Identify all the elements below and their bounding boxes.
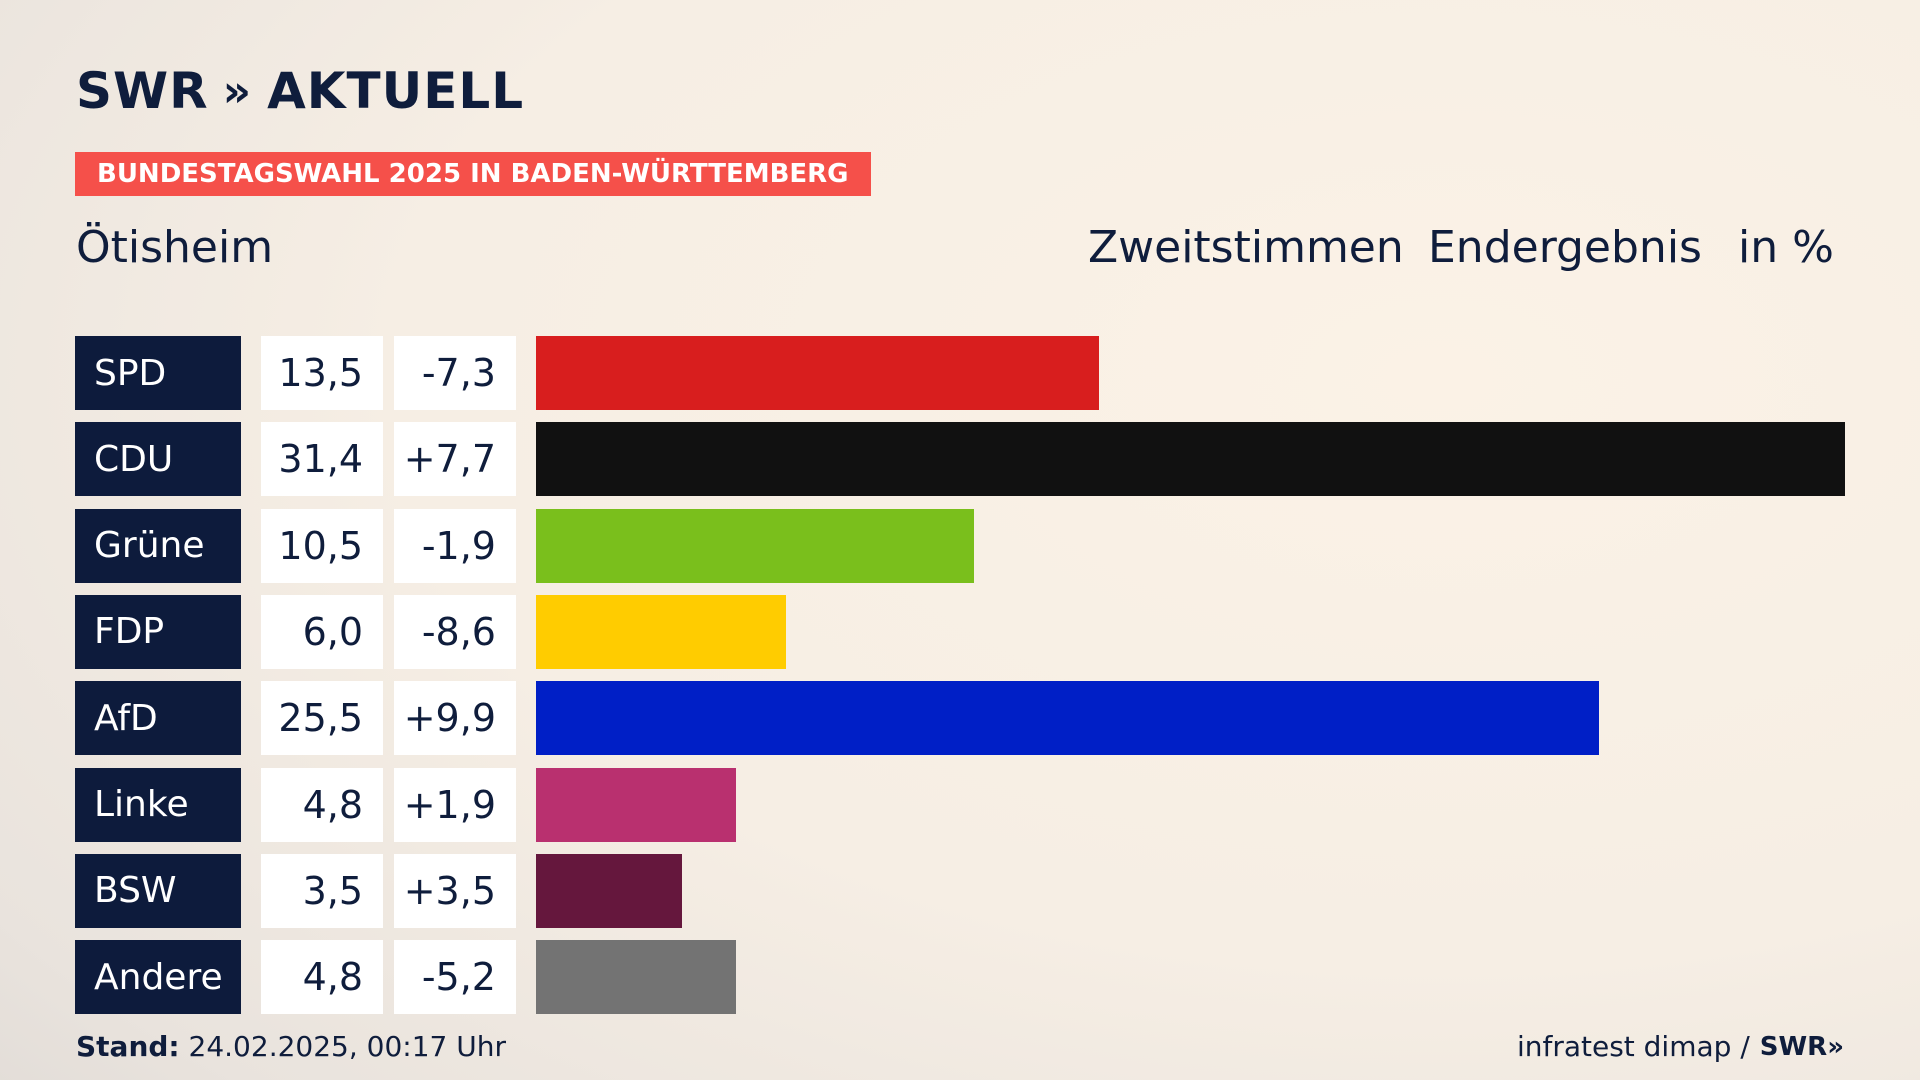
chart-row: SPD 13,5 -7,3 [75, 336, 1845, 410]
change-label: +9,9 [394, 681, 516, 756]
result-bar [536, 853, 682, 928]
stand-value: 24.02.2025, 00:17 Uhr [188, 1030, 506, 1063]
change-label: -7,3 [394, 336, 516, 410]
logo-chevrons-icon: » [222, 65, 252, 117]
result-bar [536, 681, 1600, 756]
party-label: Grüne [75, 508, 241, 583]
party-label: SPD [75, 336, 241, 410]
swr-aktuell-logo: SWR» AKTUELL [76, 62, 524, 120]
party-label: CDU [75, 422, 241, 497]
logo-swr-text: SWR [76, 62, 209, 120]
party-label: Linke [75, 767, 241, 842]
vote-share-label: 3,5 [261, 853, 383, 928]
result-bar [536, 508, 974, 583]
vote-share-label: 6,0 [261, 594, 383, 669]
vote-share-label: 10,5 [261, 508, 383, 583]
party-label: FDP [75, 594, 241, 669]
logo-aktuell-text: AKTUELL [267, 62, 525, 120]
chart-row: AfD 25,5 +9,9 [75, 681, 1845, 756]
metric-label: Zweitstimmen [1088, 222, 1404, 273]
chart-row: FDP 6,0 -8,6 [75, 594, 1845, 669]
chart-row: Linke 4,8 +1,9 [75, 767, 1845, 842]
chart-row: BSW 3,5 +3,5 [75, 853, 1845, 928]
timestamp: Stand: 24.02.2025, 00:17 Uhr [76, 1030, 506, 1063]
party-label: AfD [75, 681, 241, 756]
vote-share-label: 13,5 [261, 336, 383, 410]
swr-mini-logo: SWR» [1759, 1031, 1844, 1062]
result-bar [536, 767, 737, 842]
source-credit: infratest dimap / SWR» [1517, 1030, 1844, 1063]
result-bar [536, 940, 737, 1015]
election-banner: BUNDESTAGSWAHL 2025 IN BADEN-WÜRTTEMBERG [75, 152, 871, 196]
change-label: +3,5 [394, 853, 516, 928]
result-bar [536, 594, 787, 669]
party-label: BSW [75, 853, 241, 928]
change-label: -5,2 [394, 940, 516, 1015]
vote-share-label: 31,4 [261, 422, 383, 497]
chart-row: Andere 4,8 -5,2 [75, 940, 1845, 1015]
vote-share-label: 4,8 [261, 767, 383, 842]
change-label: -1,9 [394, 508, 516, 583]
vote-share-label: 4,8 [261, 940, 383, 1015]
chart-row: CDU 31,4 +7,7 [75, 422, 1845, 497]
unit-label: in % [1738, 222, 1834, 273]
change-label: -8,6 [394, 594, 516, 669]
chart-row: Grüne 10,5 -1,9 [75, 508, 1845, 583]
party-label: Andere [75, 940, 241, 1015]
stand-label: Stand: [76, 1030, 180, 1063]
source-text: infratest dimap / [1516, 1030, 1750, 1063]
result-bar [536, 336, 1099, 410]
municipality-title: Ötisheim [76, 222, 274, 273]
change-label: +7,7 [394, 422, 516, 497]
change-label: +1,9 [394, 767, 516, 842]
result-bar [536, 422, 1845, 497]
vote-share-label: 25,5 [261, 681, 383, 756]
status-label: Endergebnis [1428, 222, 1702, 273]
